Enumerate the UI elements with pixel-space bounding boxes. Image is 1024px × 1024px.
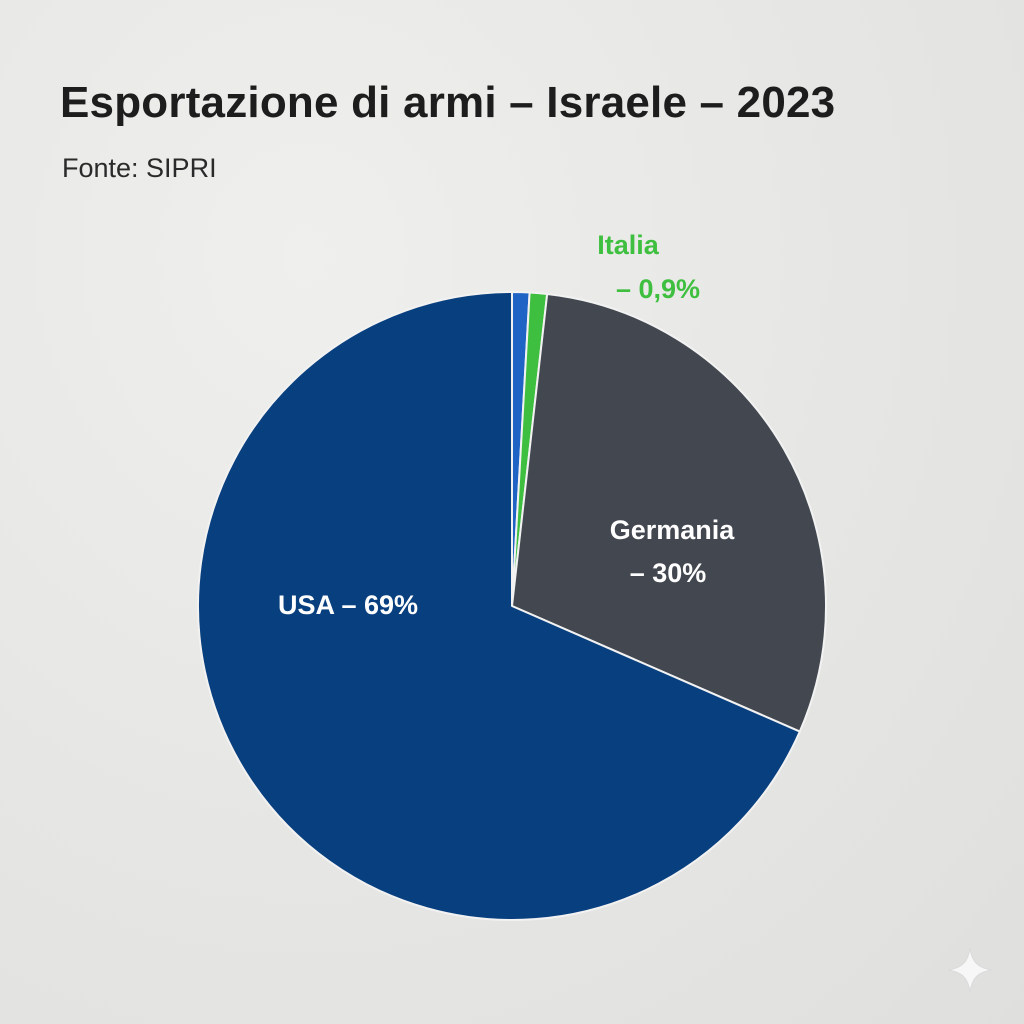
pie-slices [197,290,827,921]
pie-labels: Italia – 0,9% Germania – 30% USA – 69% [278,230,735,620]
sparkle-icon [947,947,993,993]
slice-label-italia: Italia [597,230,660,260]
slice-label-usa: USA – 69% [278,590,418,620]
slice-label-germania: – 30% [630,558,707,588]
pie-slice-germania [511,292,827,733]
slice-label-italia: – 0,9% [616,274,700,304]
chart-title: Esportazione di armi – Israele – 2023 [60,78,836,127]
pie-slice-usa [197,291,801,921]
chart-subtitle: Fonte: SIPRI [62,153,217,183]
slice-label-germania: Germania [610,515,736,545]
